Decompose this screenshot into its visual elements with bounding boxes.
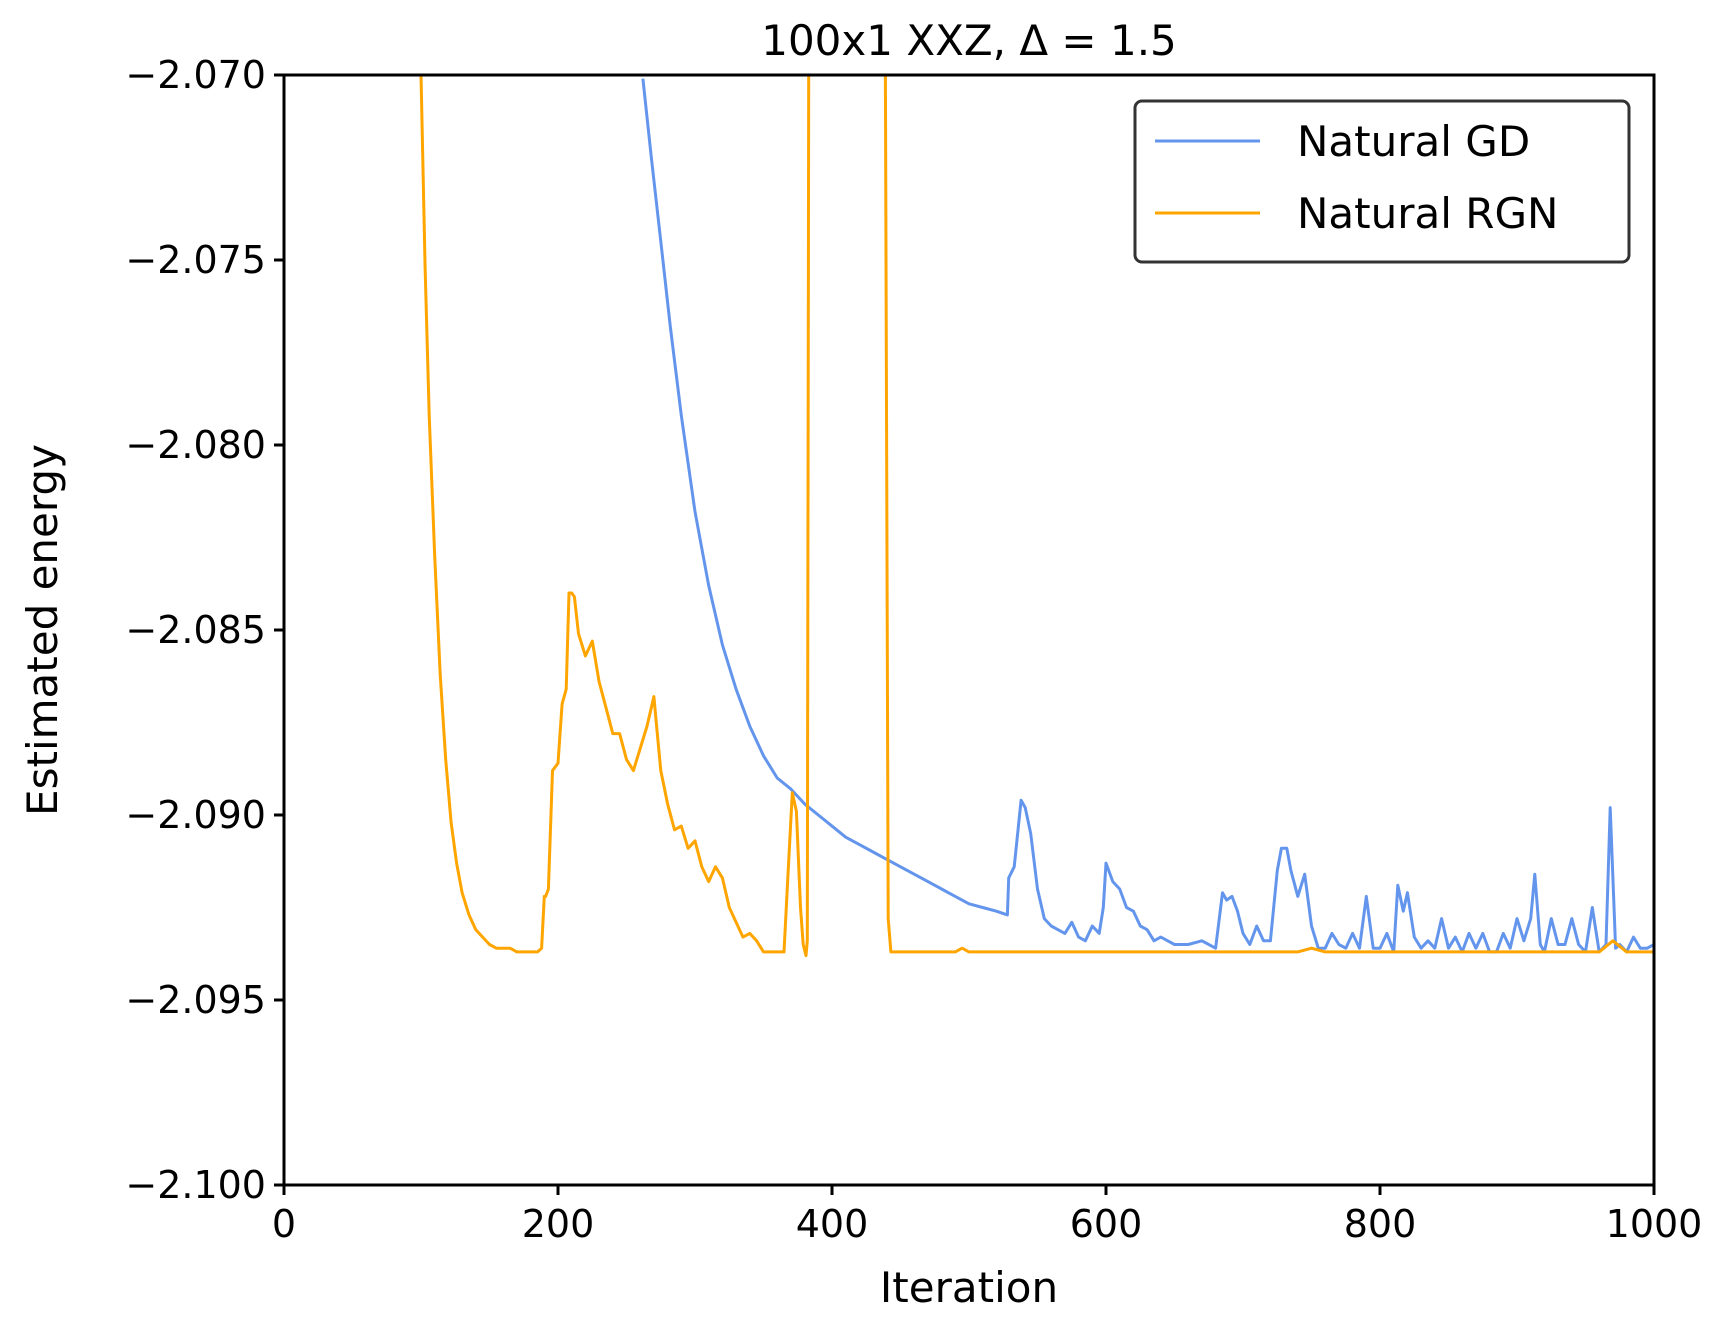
x-tick-label: 400	[796, 1202, 869, 1246]
y-axis-title: Estimated energy	[18, 444, 67, 816]
y-axis: −2.100 −2.095 −2.090 −2.085 −2.080 −2.075 −2.0…	[125, 53, 284, 1207]
legend-label-natural-gd: Natural GD	[1297, 117, 1530, 166]
y-tick-label: −2.085	[125, 608, 266, 652]
y-tick-label: −2.080	[125, 423, 266, 467]
y-tick-label: −2.075	[125, 238, 266, 282]
x-axis: 0 200 400 600 800 1000	[272, 1185, 1702, 1246]
y-tick-label: −2.070	[125, 53, 266, 97]
y-tick-label: −2.095	[125, 978, 266, 1022]
y-tick-label: −2.100	[125, 1163, 266, 1207]
x-tick-label: 200	[522, 1202, 595, 1246]
series-line-natural-rgn	[419, 75, 1654, 958]
x-axis-title: Iteration	[880, 1263, 1058, 1312]
x-tick-label: 600	[1070, 1202, 1143, 1246]
chart-title: 100x1 XXZ, Δ = 1.5	[761, 16, 1177, 65]
x-tick-label: 800	[1344, 1202, 1417, 1246]
legend-label-natural-rgn: Natural RGN	[1297, 189, 1558, 238]
series-layer	[419, 75, 1654, 958]
legend: Natural GD Natural RGN	[1133, 99, 1631, 264]
y-tick-label: −2.090	[125, 793, 266, 837]
x-tick-label: 1000	[1606, 1202, 1703, 1246]
x-tick-label: 0	[272, 1202, 296, 1246]
series-line-natural-gd	[641, 78, 1654, 954]
